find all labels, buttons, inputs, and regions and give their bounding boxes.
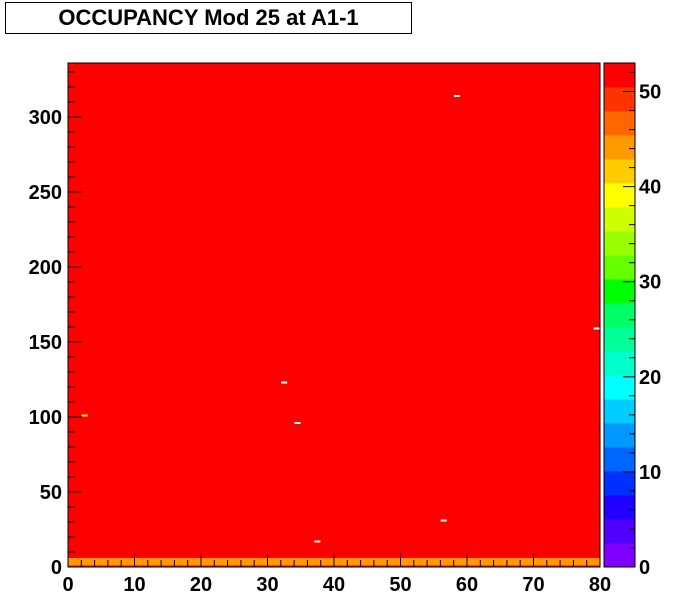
color-scale-segment xyxy=(604,135,635,160)
color-scale-segment xyxy=(604,351,635,376)
color-scale-segment xyxy=(604,279,635,304)
heatmap-column-band xyxy=(473,63,487,567)
heatmap-outlier-cell xyxy=(314,540,321,543)
y-tick-label: 200 xyxy=(29,257,62,279)
color-scale-segment xyxy=(604,63,635,88)
heatmap-column-band xyxy=(260,63,275,567)
chart-title: OCCUPANCY Mod 25 at A1-1 xyxy=(5,2,412,34)
plot-area xyxy=(67,62,601,568)
color-scale-label: 50 xyxy=(639,82,661,104)
y-tick-label: 250 xyxy=(29,182,62,204)
color-scale-segment xyxy=(604,495,635,520)
color-scale-segment xyxy=(604,255,635,280)
color-scale-segment xyxy=(604,303,635,328)
heatmap-outlier-cell xyxy=(81,414,88,417)
color-scale-segment xyxy=(604,399,635,424)
heatmap-column-band xyxy=(207,63,221,567)
color-scale-segment xyxy=(604,447,635,472)
color-scale-segment xyxy=(604,423,635,448)
y-tick-label: 50 xyxy=(40,482,62,504)
x-tick-label: 0 xyxy=(62,574,73,596)
heatmap-column-band xyxy=(526,63,541,567)
color-scale-label: 0 xyxy=(639,557,650,579)
heatmap-column-band xyxy=(154,63,168,567)
heatmap-background xyxy=(68,63,600,567)
x-tick-label: 20 xyxy=(190,574,212,596)
color-scale-frame xyxy=(603,62,636,568)
x-axis: 0 10 20 30 40 50 60 70 80 xyxy=(62,553,611,596)
x-tick-label: 40 xyxy=(323,574,345,596)
x-tick-label: 70 xyxy=(522,574,544,596)
color-scale-segment xyxy=(604,87,635,112)
color-scale-segment xyxy=(604,159,635,184)
color-scale-segment xyxy=(604,543,635,568)
heatmap-column-band xyxy=(101,63,115,567)
color-scale-label: 30 xyxy=(639,272,661,294)
x-tick-label: 30 xyxy=(256,574,278,596)
y-axis: 0 50 100 150 200 250 300 xyxy=(29,63,82,579)
color-scale-label: 10 xyxy=(639,462,661,484)
color-scale-label: 20 xyxy=(639,367,661,389)
heatmap-column-band xyxy=(420,63,434,567)
heatmap-column-band xyxy=(580,63,594,567)
heatmap-column-band xyxy=(367,63,381,567)
y-tick-label: 100 xyxy=(29,407,62,429)
heatmap-outlier-cell xyxy=(454,95,461,97)
color-scale-segment xyxy=(604,111,635,136)
heatmap-outlier-cell xyxy=(593,327,600,330)
heatmap-column-band xyxy=(314,63,328,567)
color-scale-segment xyxy=(604,471,635,496)
x-tick-label: 60 xyxy=(456,574,478,596)
color-scale-segment xyxy=(604,207,635,232)
color-scale-bar: 0 10 20 30 40 50 xyxy=(603,62,661,579)
heatmap-outlier-cell xyxy=(281,381,288,384)
x-tick-label: 50 xyxy=(389,574,411,596)
x-tick-label: 80 xyxy=(589,574,611,596)
x-tick-label: 10 xyxy=(123,574,145,596)
y-tick-label: 0 xyxy=(51,557,62,579)
heatmap-outlier-cell xyxy=(294,422,301,424)
y-tick-label: 150 xyxy=(29,332,62,354)
y-tick-label: 300 xyxy=(29,107,62,129)
color-scale-label: 40 xyxy=(639,177,661,199)
color-scale-segment xyxy=(604,519,635,544)
heatmap-outlier-cell xyxy=(440,519,447,522)
